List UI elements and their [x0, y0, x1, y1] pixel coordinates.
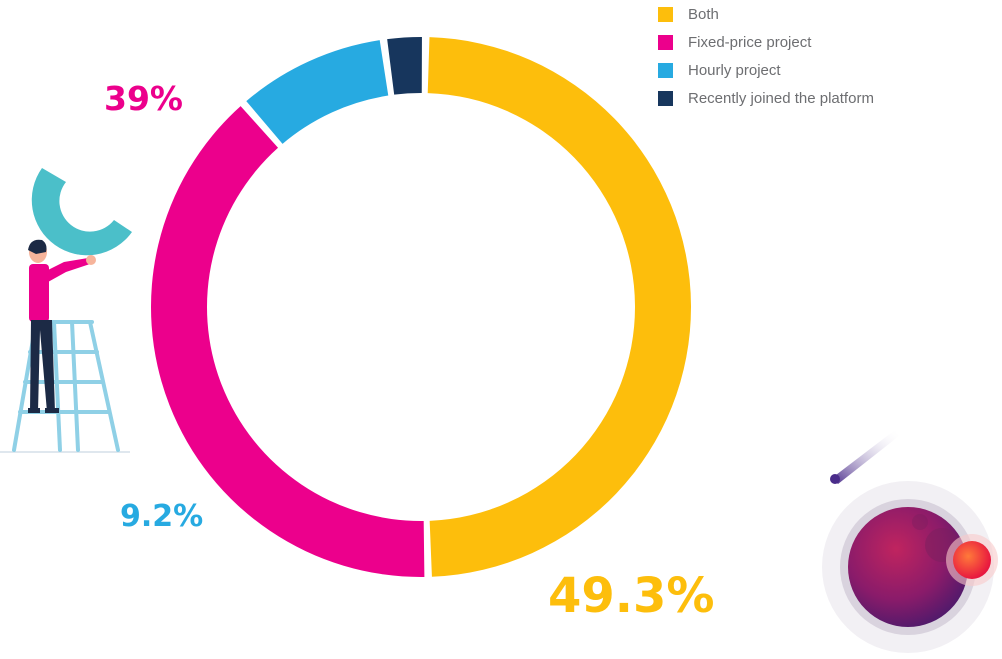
legend: Both Fixed-price project Hourly project … [658, 0, 874, 112]
person-icon [28, 239, 96, 413]
donut-slices [150, 37, 691, 577]
ladder-icon [12, 320, 120, 452]
slice-recently-joined [387, 37, 422, 95]
legend-item-fixed-price: Fixed-price project [658, 28, 874, 56]
slice-fixed-price [150, 106, 425, 577]
legend-label-hourly: Hourly project [688, 61, 781, 79]
comet-tail [832, 430, 899, 484]
ring-segment-icon [31, 168, 133, 256]
comet-icon [830, 474, 840, 484]
legend-label-recently-joined: Recently joined the platform [688, 89, 874, 107]
legend-swatch-hourly [658, 62, 673, 78]
slice-both [427, 37, 691, 577]
legend-swatch-recently-joined [658, 90, 673, 106]
planet-illustration [822, 430, 998, 653]
legend-swatch-both [658, 6, 673, 22]
moon-icon [953, 541, 991, 579]
legend-item-both: Both [658, 0, 874, 28]
slice-hourly [246, 40, 389, 144]
legend-label-fixed-price: Fixed-price project [688, 33, 812, 51]
legend-label-both: Both [688, 5, 719, 23]
data-label-fixed-price: 39% [104, 79, 183, 118]
data-label-both: 49.3% [548, 568, 715, 624]
person-on-ladder-illustration [0, 168, 133, 453]
data-label-hourly: 9.2% [120, 499, 204, 534]
legend-item-recently-joined: Recently joined the platform [658, 84, 874, 112]
legend-item-hourly: Hourly project [658, 56, 874, 84]
legend-swatch-fixed-price [658, 34, 673, 50]
